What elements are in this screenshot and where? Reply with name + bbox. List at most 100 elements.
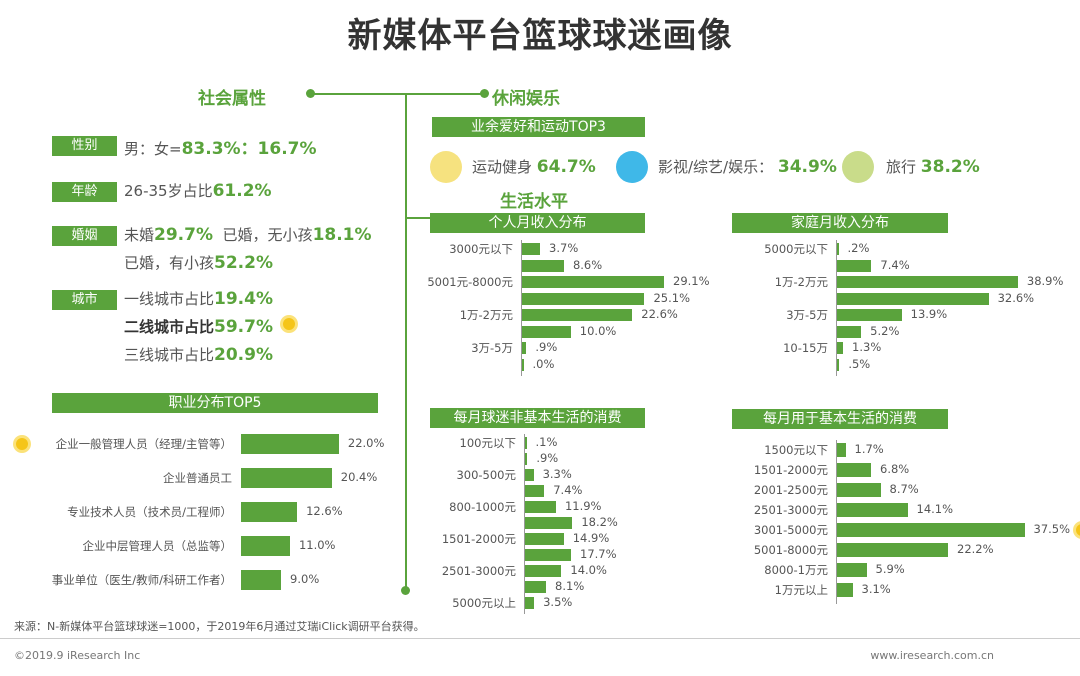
category-label: 100元以下: [459, 436, 516, 450]
value-label: 1.7%: [854, 442, 884, 456]
category-label: 8000-1万元: [764, 563, 828, 577]
value-label: 38.9%: [1026, 274, 1064, 288]
value-label: 3.7%: [549, 241, 579, 255]
category-label: 300-500元: [456, 468, 516, 482]
bar: [837, 292, 989, 305]
bar: [837, 276, 1018, 288]
marriage-tag: 婚姻: [52, 226, 117, 246]
bar: [522, 309, 633, 321]
leisure-label: 运动健身: [472, 158, 533, 176]
bar: [241, 434, 339, 454]
chart-axis: [521, 240, 522, 376]
city-label: 三线城市占比: [124, 346, 215, 364]
bar: [522, 292, 645, 305]
value-label: 9.0%: [290, 572, 320, 586]
city-text-2: 二线城市占比59.7%: [124, 316, 273, 337]
leisure-heading: 休闲娱乐: [492, 89, 560, 109]
bar: [522, 358, 524, 371]
category-label: 5000元以上: [452, 596, 516, 610]
value-label: 12.6%: [306, 504, 343, 518]
age-text: 26-35岁占比61.2%: [124, 180, 272, 201]
bar: [522, 342, 527, 354]
marriage-text-1: 未婚29.7% 已婚，无小孩18.1%: [124, 224, 372, 245]
page-title: 新媒体平台篮球球迷画像: [347, 16, 733, 56]
social-heading: 社会属性: [198, 89, 266, 109]
website: www.iresearch.com.cn: [870, 649, 994, 662]
bar: [837, 309, 902, 321]
marriage-value: 29.7%: [154, 225, 213, 245]
top3-header: 业余爱好和运动TOP3: [432, 117, 645, 137]
category-label: 3万-5万: [786, 308, 828, 322]
bar: [241, 468, 332, 488]
bar: [525, 533, 564, 545]
connector-dot: [306, 89, 315, 98]
connector-line: [405, 93, 407, 590]
value-label: 22.0%: [347, 436, 385, 450]
chart-axis: [836, 440, 837, 604]
leisure-value: 64.7%: [536, 157, 596, 177]
leisure-label: 旅行: [886, 158, 917, 176]
bar: [837, 443, 846, 457]
category-label: 1500元以下: [764, 443, 828, 457]
category-label: 事业单位（医生/教师/科研工作者）: [51, 573, 232, 587]
value-label: 7.4%: [553, 483, 583, 497]
bar: [525, 597, 535, 609]
category-label: 企业普通员工: [163, 471, 232, 485]
value-label: 22.6%: [641, 307, 678, 321]
value-label: 13.9%: [910, 307, 948, 321]
bar: [525, 517, 573, 529]
value-label: 32.6%: [997, 290, 1035, 305]
value-label: 5.2%: [870, 323, 900, 338]
bar: [837, 543, 948, 557]
category-label: 企业中层管理人员（总监等）: [82, 539, 233, 553]
value-label: 5.9%: [875, 562, 905, 576]
category-label: 1万元以上: [774, 583, 828, 597]
value-label: 17.7%: [580, 547, 617, 561]
value-label: 25.1%: [653, 290, 691, 305]
bar: [525, 453, 528, 465]
category-label: 1501-2000元: [441, 532, 516, 546]
value-label: 18.2%: [581, 515, 618, 529]
value-label: 29.1%: [673, 274, 710, 288]
chart-header-personal-income: 个人月收入分布: [430, 213, 645, 233]
city-text-3: 三线城市占比20.9%: [124, 344, 273, 365]
bar: [837, 358, 840, 371]
leisure-item: 旅行 38.2%: [886, 156, 980, 177]
marriage-text-2: 已婚，有小孩52.2%: [124, 252, 273, 273]
value-label: 10.0%: [579, 323, 617, 338]
connector-dot: [480, 89, 489, 98]
value-label: 22.2%: [957, 542, 994, 556]
source-note: 来源：N-新媒体平台篮球球迷=1000，于2019年6月通过艾瑞iClick调研…: [14, 620, 425, 633]
sun-icon: [283, 318, 295, 330]
value-label: .0%: [532, 356, 555, 371]
bar: [837, 243, 839, 255]
value-label: .9%: [536, 451, 559, 465]
category-label: 1万-2万元: [459, 308, 513, 322]
value-label: .9%: [535, 340, 558, 354]
bar: [837, 563, 867, 577]
travel-icon: [842, 151, 874, 183]
sun-icon: [16, 438, 28, 450]
value-label: 3.3%: [542, 467, 572, 481]
bar: [837, 523, 1025, 537]
bar: [525, 549, 572, 561]
category-label: 3001-5000元: [753, 523, 828, 537]
footer-divider: [0, 638, 1080, 639]
city-tag: 城市: [52, 290, 117, 310]
bar: [241, 502, 298, 522]
city-value: 20.9%: [214, 345, 273, 365]
gender-value: 83.3%：16.7%: [181, 139, 317, 159]
value-label: 37.5%: [1033, 522, 1071, 536]
bar: [522, 259, 564, 272]
value-label: 8.6%: [572, 257, 603, 272]
marriage-value: 18.1%: [312, 225, 372, 245]
city-label: 一线城市占比: [124, 290, 215, 308]
bar: [525, 485, 545, 497]
value-label: 20.4%: [340, 470, 378, 484]
chart-header-basic-spending: 每月用于基本生活的消费: [732, 409, 948, 429]
bar: [522, 276, 664, 288]
chart-axis: [836, 240, 837, 376]
category-label: 2501-3000元: [441, 564, 516, 578]
bar: [837, 583, 853, 597]
marriage-label: 已婚，有小孩: [124, 254, 215, 272]
